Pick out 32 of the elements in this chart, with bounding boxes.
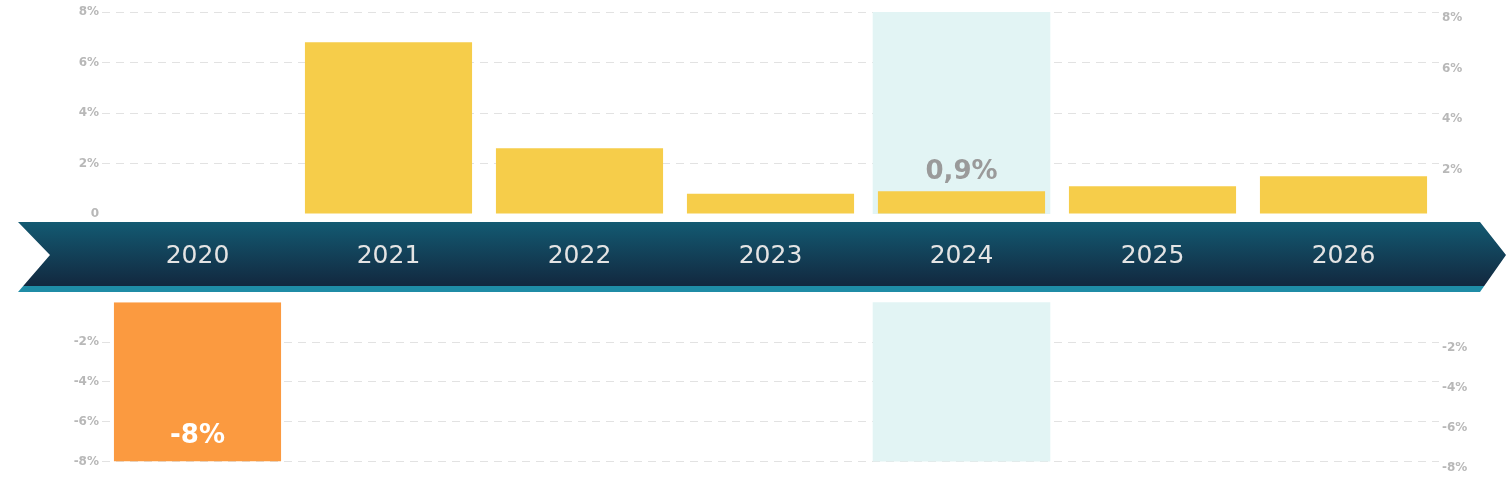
bar bbox=[877, 191, 1046, 214]
x-tick-label: 2026 bbox=[1311, 239, 1376, 269]
x-tick-label: 2025 bbox=[1120, 239, 1185, 269]
x-tick-label: 2020 bbox=[165, 239, 230, 269]
y2-tick-label: 4% bbox=[1442, 111, 1463, 126]
bar bbox=[1068, 186, 1237, 214]
x-tick-label: 2024 bbox=[929, 239, 994, 269]
y-tick-label: -2% bbox=[73, 334, 99, 349]
data-label: 0,9% bbox=[925, 155, 998, 186]
x-tick-label: 2023 bbox=[738, 239, 803, 269]
y-tick-label: -4% bbox=[73, 374, 99, 389]
y-tick-label: -6% bbox=[73, 413, 99, 428]
y-tick-label: 0 bbox=[90, 206, 99, 221]
y2-tick-label: -8% bbox=[1442, 459, 1468, 474]
y2-tick-label: -2% bbox=[1442, 340, 1468, 355]
y2-tick-label: 6% bbox=[1442, 60, 1463, 75]
y-tick-label: -8% bbox=[73, 453, 99, 468]
data-label: -8% bbox=[170, 419, 225, 450]
y2-tick-label: -4% bbox=[1442, 380, 1468, 395]
bar bbox=[686, 193, 855, 214]
y-tick-label: 2% bbox=[78, 155, 99, 170]
y-tick-label: 6% bbox=[78, 54, 99, 69]
bar bbox=[1259, 176, 1428, 214]
x-tick-label: 2022 bbox=[547, 239, 612, 269]
y2-tick-label: 2% bbox=[1442, 161, 1463, 176]
y-tick-label: 8% bbox=[78, 4, 99, 19]
x-tick-label: 2021 bbox=[356, 239, 421, 269]
bar bbox=[304, 42, 473, 214]
y2-tick-label: 8% bbox=[1442, 10, 1463, 25]
bar bbox=[495, 148, 664, 214]
y2-tick-label: -6% bbox=[1442, 419, 1468, 434]
y-tick-label: 4% bbox=[78, 105, 99, 120]
